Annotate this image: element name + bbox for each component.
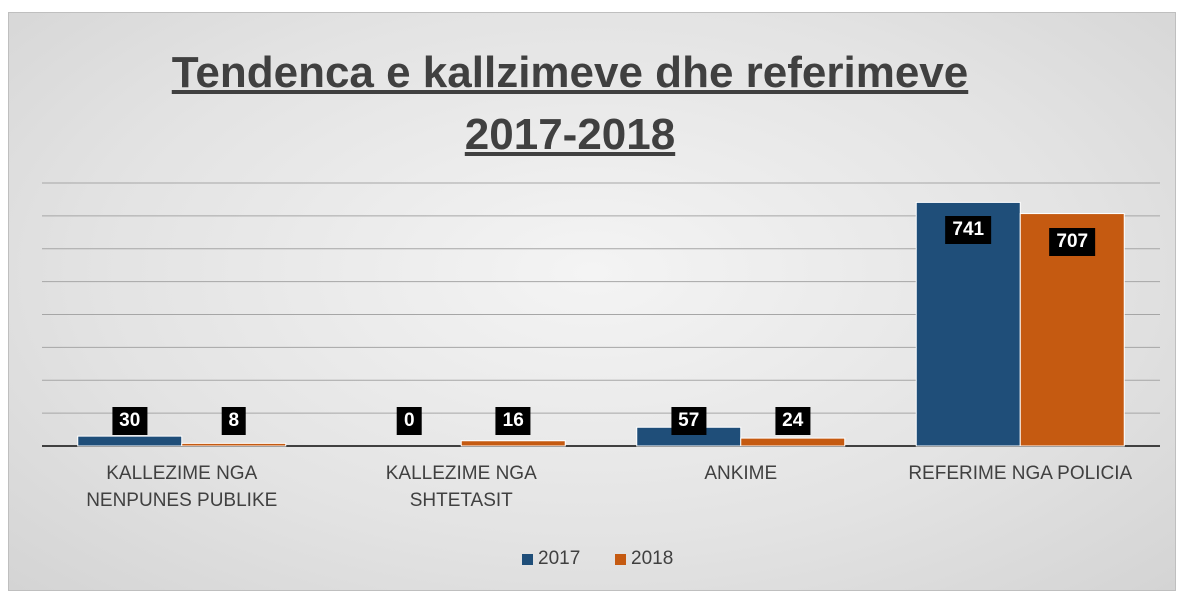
x-tick-label: REFERIME NGA POLICIA <box>908 463 1133 484</box>
bar <box>740 437 846 447</box>
bar <box>460 440 566 447</box>
data-label: 30 <box>112 407 148 435</box>
data-label: 0 <box>396 407 422 435</box>
data-label: 707 <box>1049 227 1096 256</box>
legend-swatch <box>522 554 533 565</box>
legend-label: 2017 <box>538 548 581 569</box>
data-label: 16 <box>495 407 531 435</box>
bar <box>77 435 183 447</box>
legend-label: 2018 <box>631 548 674 569</box>
x-tick-label: ANKIME <box>704 463 778 484</box>
x-tick-label: KALLEZIME NGA SHTETASIT <box>385 463 537 511</box>
x-tick-label: KALLEZIME NGA NENPUNES PUBLIKE <box>86 463 278 511</box>
data-label: 24 <box>775 407 811 435</box>
chart-title: Tendenca e kallzimeve dhe referimeve 201… <box>171 48 969 159</box>
bar <box>181 442 287 447</box>
data-label: 57 <box>671 407 707 435</box>
legend-swatch <box>615 554 626 565</box>
data-label: 741 <box>945 216 992 245</box>
data-label: 8 <box>221 407 247 435</box>
